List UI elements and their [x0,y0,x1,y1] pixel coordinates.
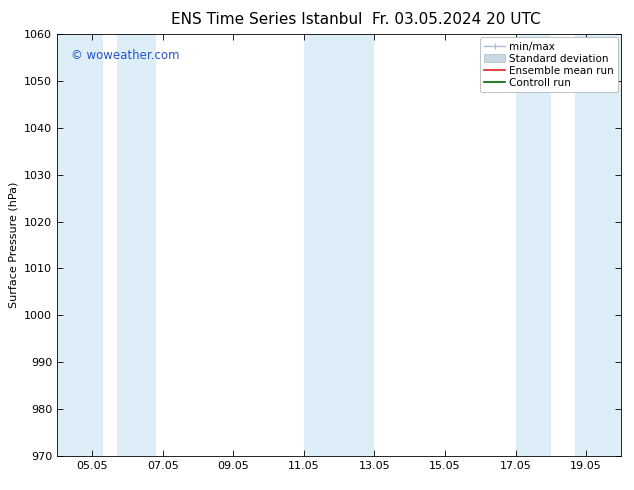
Bar [576,34,621,456]
Y-axis label: Surface Pressure (hPa): Surface Pressure (hPa) [8,182,18,308]
Bar [117,34,156,456]
Bar [304,34,375,456]
Text: © woweather.com: © woweather.com [71,49,179,62]
Bar [515,34,551,456]
Legend: min/max, Standard deviation, Ensemble mean run, Controll run: min/max, Standard deviation, Ensemble me… [480,37,618,92]
Text: ENS Time Series Istanbul: ENS Time Series Istanbul [171,12,362,27]
Bar [57,34,103,456]
Text: Fr. 03.05.2024 20 UTC: Fr. 03.05.2024 20 UTC [372,12,541,27]
